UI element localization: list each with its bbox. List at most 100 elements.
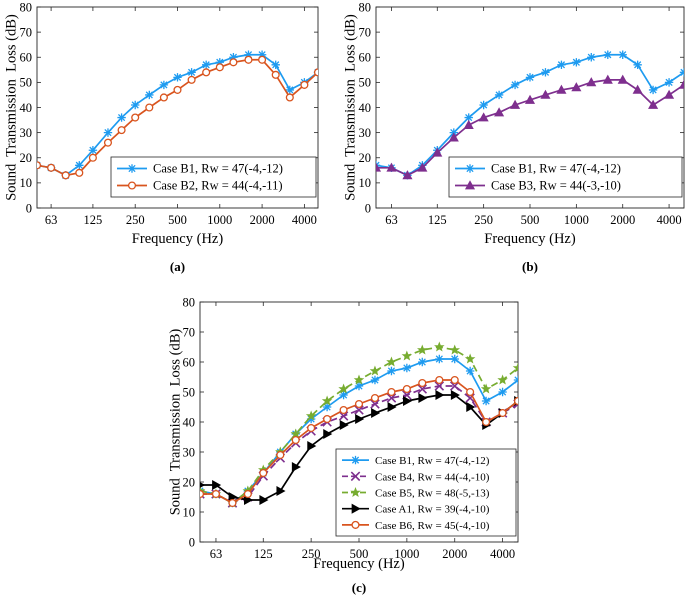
x-tick-label: 125 — [254, 547, 273, 561]
series-5-point — [402, 384, 411, 394]
series-2-point — [417, 162, 428, 172]
series-1-point — [402, 363, 412, 373]
y-tick-label: 80 — [20, 0, 33, 14]
series-2-point — [556, 84, 567, 94]
legend-marker-3 — [350, 486, 361, 497]
series-1-point — [525, 73, 535, 82]
y-tick-label: 0 — [26, 201, 32, 215]
series-1-point — [633, 60, 642, 69]
series-1-point — [435, 354, 444, 364]
series-1-point — [322, 402, 332, 412]
series-5-point — [259, 468, 268, 478]
series-2-point — [434, 381, 445, 391]
x-tick-label: 500 — [168, 213, 187, 227]
y-tick-label: 70 — [20, 25, 33, 39]
legend-entry-5: Case B6, Rw = 45(-4,-10) — [375, 520, 490, 532]
series-4-point — [418, 392, 428, 404]
legend: Case B1, Rw = 47(-4,-12) Case B3, Rw = 44… — [448, 156, 683, 198]
x-tick-label: 1000 — [394, 547, 419, 561]
series-2-point — [540, 89, 551, 99]
series-1-point — [481, 396, 491, 406]
y-tick-label: 30 — [183, 445, 196, 459]
series-2-point — [117, 126, 126, 135]
x-tick-label: 4000 — [292, 213, 317, 227]
y-tick-label: 10 — [20, 176, 33, 190]
legend-entry-2: Case B2, Rw = 44(-4,-11) — [153, 179, 283, 193]
legend-box — [448, 156, 683, 198]
series-1-point — [145, 90, 154, 100]
legend-entry-1: Case B1, Rw = 47(-4,-12) — [491, 162, 621, 176]
series-1-point — [618, 50, 627, 59]
series-2-point — [131, 113, 140, 122]
series-3-point — [369, 365, 381, 376]
series-1-point — [587, 53, 596, 62]
series-4-point — [450, 389, 460, 401]
legend: Case B1, Rw = 47(-4,-12) Case B4, Rw = 44… — [335, 448, 517, 537]
y-tick-label: 80 — [183, 295, 196, 309]
series-4-point — [291, 461, 301, 473]
series-1-point — [603, 50, 612, 59]
series-2-point — [376, 162, 382, 172]
series-5-point — [513, 396, 518, 406]
legend-entry-4: Case A1, Rw = 39(-4,-10) — [375, 504, 490, 516]
chart-panel-1: 0 10 20 30 40 50 60 70 80 63 125 250 500 1000 2000 4000… — [3, 0, 319, 274]
series-1-point — [479, 100, 488, 110]
legend-marker-4 — [351, 503, 361, 514]
series-2-point — [465, 393, 475, 403]
series-2-point — [159, 93, 168, 102]
series-4-point — [323, 428, 333, 440]
series-1-point — [229, 53, 238, 62]
series-2-point — [202, 68, 211, 77]
series-1-point — [117, 113, 126, 122]
y-tick-label: 70 — [359, 25, 372, 39]
series-2-point — [463, 119, 474, 129]
series-2-point — [285, 93, 294, 102]
series-1-point — [271, 60, 280, 69]
series-4-point — [355, 413, 365, 425]
series-2-point — [313, 68, 318, 77]
legend-marker-1 — [465, 164, 475, 173]
series-1-point — [498, 387, 507, 397]
x-tick-label: 2000 — [442, 547, 467, 561]
series-1-point — [88, 146, 98, 155]
series-group — [200, 341, 518, 508]
y-tick-label: 20 — [359, 151, 372, 165]
series-3-point — [480, 383, 492, 394]
series-2-point — [678, 79, 684, 89]
x-tick-label: 125 — [428, 213, 447, 227]
series-5-point — [482, 417, 491, 427]
series-3-point — [497, 374, 508, 385]
chart-panel-3: 0 10 20 30 40 50 60 70 80 63 125 250 500 1000 2000 4000… — [167, 295, 519, 595]
series-2-point — [617, 74, 628, 84]
y-tick-label: 20 — [183, 475, 196, 489]
series-3-point — [512, 362, 518, 373]
series-2-point — [354, 405, 364, 415]
series-2-point — [632, 84, 643, 94]
series-3-point — [401, 350, 413, 361]
y-tick-label: 0 — [189, 535, 195, 549]
series-2-point — [244, 55, 253, 64]
y-tick-label: 30 — [359, 126, 372, 140]
series-1-point — [387, 366, 396, 376]
x-tick-label: 500 — [521, 213, 540, 227]
series-4-point — [339, 419, 349, 431]
x-tick-label: 1000 — [207, 213, 232, 227]
series-2-point — [215, 63, 224, 72]
y-tick-label: 70 — [183, 325, 196, 339]
series-2-point — [664, 89, 675, 99]
series-1-point — [306, 414, 316, 424]
series-1-point — [159, 80, 169, 90]
series-1-point — [75, 161, 84, 170]
series-2-point — [386, 162, 397, 172]
x-tick-label: 2000 — [250, 213, 275, 227]
series-1-point — [510, 80, 520, 90]
y-tick-label: 20 — [20, 151, 33, 165]
series-1-point — [173, 73, 182, 82]
series-2-point — [300, 80, 309, 89]
x-tick-label: 63 — [210, 547, 223, 561]
legend-entry-3: Case B5, Rw = 48(-5,-13) — [375, 488, 490, 500]
series-5-point — [435, 375, 444, 385]
series-4-point — [466, 401, 476, 413]
series-3-point — [417, 344, 428, 355]
